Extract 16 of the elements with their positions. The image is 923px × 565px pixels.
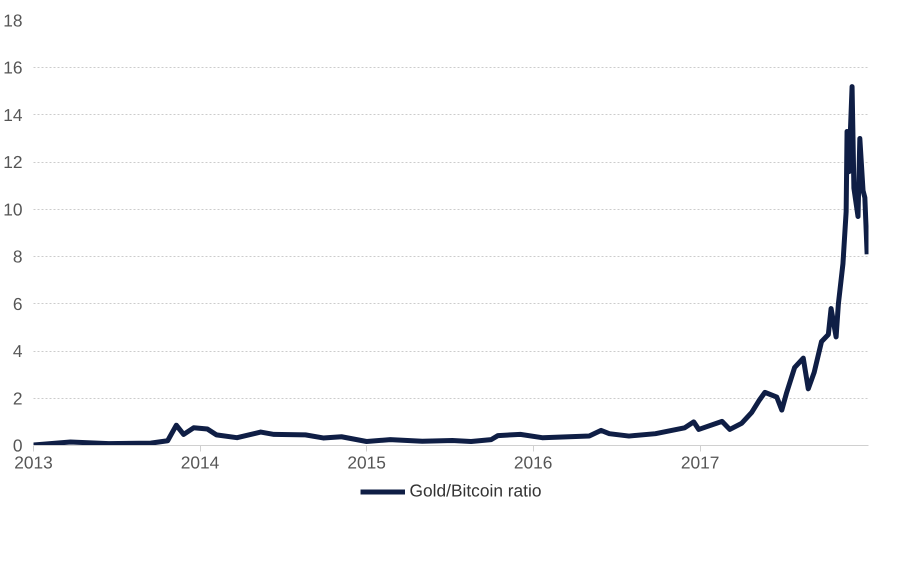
legend-label: Gold/Bitcoin ratio (410, 480, 542, 502)
y-tick-label: 16 (3, 58, 23, 78)
y-tick-label: 6 (12, 294, 23, 314)
x-tick-label: 2015 (347, 452, 386, 472)
y-tick-label: 2 (12, 388, 23, 408)
x-tick-label: 2017 (680, 452, 720, 472)
x-tick-label: 2013 (14, 452, 53, 472)
y-tick-label: 10 (3, 199, 23, 220)
x-tick-label: 2016 (514, 452, 552, 472)
y-tick-label: 4 (12, 341, 23, 362)
y-tick-label: 12 (3, 152, 23, 172)
x-tick-label: 2014 (180, 452, 220, 472)
y-tick-label: 14 (3, 104, 23, 125)
y-tick-label: 0 (12, 436, 23, 456)
y-tick-label: 18 (3, 10, 23, 30)
y-tick-label: 8 (12, 246, 23, 267)
